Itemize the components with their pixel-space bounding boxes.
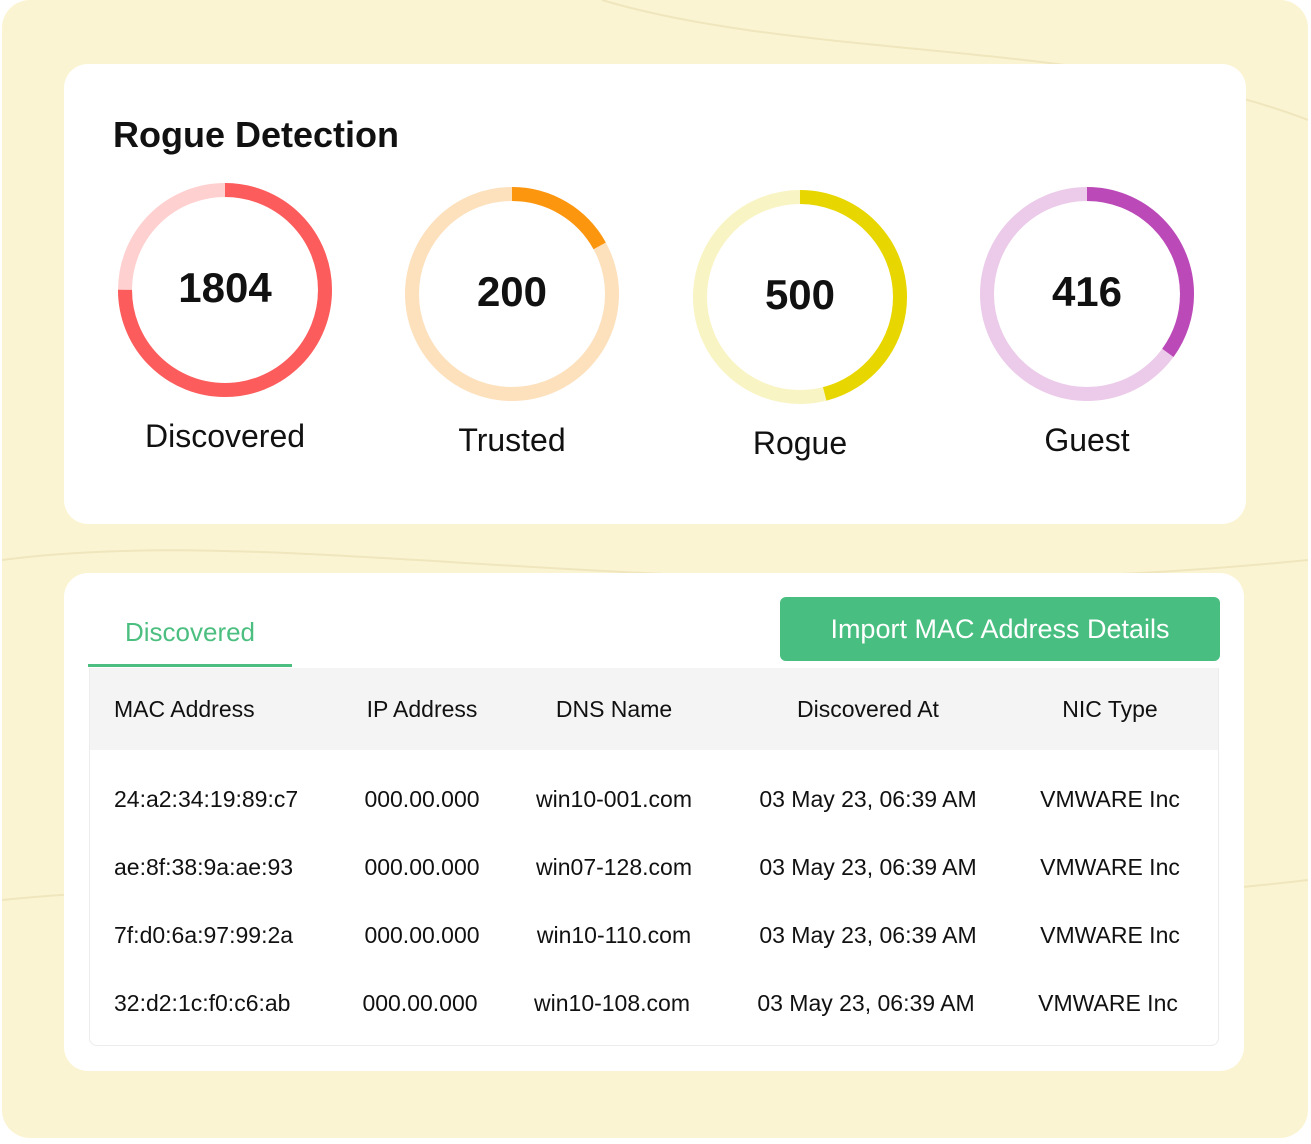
stat-label: Trusted [458, 422, 566, 458]
stat-rogue: 500 Rogue [680, 189, 920, 462]
table-cell: VMWARE Inc [1040, 922, 1180, 948]
stat-label: Discovered [144, 418, 306, 454]
table-cell: 03 May 23, 06:39 AM [759, 922, 977, 948]
table-cell: win10-108.com [534, 990, 690, 1016]
table-cell: ae:8f:38:9a:ae:93 [114, 854, 294, 880]
column-header[interactable]: DNS Name [555, 696, 673, 722]
donut-arc [980, 187, 1194, 401]
table-cell: 000.00.000 [362, 990, 478, 1016]
column-header[interactable]: NIC Type [1062, 696, 1158, 722]
table-row[interactable]: 7f:d0:6a:97:99:2a 000.00.000 win10-110.com… [90, 922, 1218, 962]
stat-label: Rogue [752, 425, 848, 461]
stat-guest: 416 Guest [967, 186, 1207, 459]
stat-trusted: 200 Trusted [392, 186, 632, 459]
donut-ring [693, 190, 907, 404]
donut-arc [118, 183, 332, 397]
table-cell: win10-110.com [536, 922, 692, 948]
donut-ring [118, 183, 332, 397]
table-cell: 7f:d0:6a:97:99:2a [114, 922, 294, 948]
donut-arc [405, 187, 619, 401]
import-mac-address-button[interactable]: Import MAC Address Details [780, 597, 1220, 661]
stat-value: 200 [476, 268, 548, 315]
stat-value: 1804 [178, 264, 272, 311]
devices-table: MAC Address IP Address DNS Name Discovered … [89, 668, 1219, 1046]
table-cell: 000.00.000 [364, 922, 480, 948]
donut-ring [405, 187, 619, 401]
rogue-detection-card: Rogue Detection 1804 Discovered 200 Trus… [64, 64, 1246, 524]
table-cell: VMWARE Inc [1038, 990, 1178, 1016]
table-cell: 24:a2:34:19:89:c7 [114, 786, 299, 812]
stat-discovered: 1804 Discovered [105, 182, 345, 455]
stat-value: 416 [1051, 268, 1123, 315]
table-cell: VMWARE Inc [1040, 786, 1180, 812]
table-cell: win07-128.com [536, 854, 692, 880]
table-cell: 000.00.000 [364, 854, 480, 880]
stat-label: Guest [1044, 422, 1130, 458]
card-title: Rogue Detection [113, 114, 400, 155]
table-cell: 000.00.000 [364, 786, 480, 812]
table-cell: VMWARE Inc [1040, 854, 1180, 880]
column-header[interactable]: MAC Address [114, 696, 255, 722]
table-cell: 32:d2:1c:f0:c6:ab [114, 990, 291, 1016]
column-header[interactable]: IP Address [366, 696, 478, 722]
discovered-table-card: Discovered Import MAC Address Details MA… [64, 573, 1244, 1071]
column-header[interactable]: Discovered At [797, 696, 939, 722]
table-row[interactable]: 24:a2:34:19:89:c7 000.00.000 win10-001.com… [90, 786, 1218, 826]
stat-value: 500 [764, 271, 836, 318]
table-cell: 03 May 23, 06:39 AM [759, 854, 977, 880]
donut-arc [693, 190, 907, 404]
table-row[interactable]: ae:8f:38:9a:ae:93 000.00.000 win07-128.com… [90, 854, 1218, 894]
table-header: MAC Address IP Address DNS Name Discovered … [90, 668, 1218, 750]
donut-ring [980, 187, 1194, 401]
tab-discovered[interactable]: Discovered [88, 613, 292, 667]
table-cell: 03 May 23, 06:39 AM [759, 786, 977, 812]
table-row[interactable]: 32:d2:1c:f0:c6:ab 000.00.000 win10-108.com… [90, 990, 1218, 1030]
table-cell: 03 May 23, 06:39 AM [757, 990, 975, 1016]
table-cell: win10-001.com [536, 786, 692, 812]
